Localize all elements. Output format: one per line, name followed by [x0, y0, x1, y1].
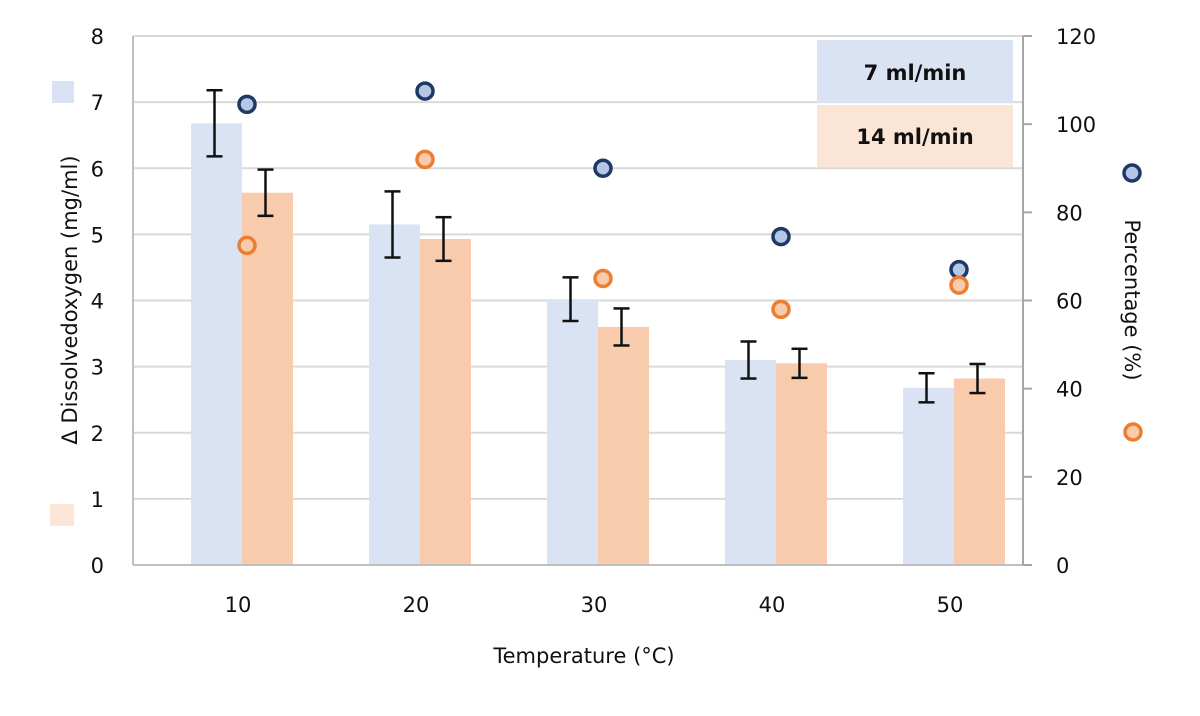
percentage-point	[415, 81, 435, 101]
percentage-point	[771, 299, 791, 320]
axes	[132, 35, 1032, 566]
y-tick-label: 8	[91, 25, 104, 49]
percentage-point	[237, 94, 257, 115]
y2-tick-label: 80	[1056, 201, 1083, 225]
percentage-points	[237, 81, 969, 320]
bar	[191, 123, 242, 565]
y-tick-label: 2	[91, 422, 104, 446]
legend: 7 ml/min 14 ml/min	[817, 40, 1013, 167]
percentage-point	[771, 226, 791, 247]
percentage-point	[415, 149, 435, 170]
x-tick-label: 30	[581, 593, 608, 617]
right-axis-ticks: 0 20 40 60 80 100 120	[1056, 25, 1096, 578]
legend-box-14	[817, 105, 1013, 167]
y-tick-label: 6	[91, 157, 104, 181]
y2-tick-label: 60	[1056, 290, 1083, 314]
y-tick-label: 0	[91, 554, 104, 578]
percentage-point	[237, 235, 257, 256]
x-tick-label: 50	[937, 593, 964, 617]
bar	[242, 192, 293, 565]
percentage-point	[949, 259, 969, 280]
y2-tick-label: 120	[1056, 25, 1096, 49]
left-axis-ticks: 0 1 2 3 4 5 6 7 8	[91, 25, 104, 578]
bar	[954, 378, 1005, 565]
y-tick-label: 4	[91, 290, 104, 314]
legend-label-14: 14 ml/min	[856, 125, 973, 149]
legend-label-7: 7 ml/min	[864, 61, 967, 85]
y2-tick-label: 40	[1056, 378, 1083, 402]
error-bars	[206, 88, 986, 404]
bar	[547, 299, 598, 565]
bar	[369, 224, 420, 566]
legend-box-7	[817, 40, 1013, 103]
y-tick-label: 7	[91, 91, 104, 115]
left-axis-legend-swatch-7	[52, 81, 74, 103]
percentage-point	[593, 268, 613, 289]
bar	[725, 360, 776, 565]
y2-tick-label: 100	[1056, 113, 1096, 137]
y-tick-label: 5	[91, 223, 104, 247]
y-tick-label: 3	[91, 356, 104, 380]
y-tick-label: 1	[91, 488, 104, 512]
x-tick-label: 20	[403, 593, 430, 617]
bar	[776, 363, 827, 565]
bars	[191, 123, 1005, 566]
y2-tick-label: 0	[1056, 554, 1069, 578]
right-axis-marker-14	[1123, 422, 1143, 442]
bar	[598, 326, 649, 565]
y-axis-title: Δ Dissolvedoxygen (mg/ml)	[58, 155, 82, 444]
percentage-point	[949, 275, 969, 295]
x-tick-label: 10	[225, 593, 252, 617]
x-axis-ticks: 10 20 30 40 50	[225, 593, 964, 617]
bar	[420, 239, 471, 565]
bar	[903, 387, 954, 565]
left-axis-legend-swatch-14	[50, 504, 74, 526]
y2-tick-label: 20	[1056, 466, 1083, 490]
percentage-point	[593, 158, 613, 178]
y2-axis-title: Percentage (%)	[1120, 219, 1144, 380]
right-axis-marker-7	[1122, 163, 1142, 183]
x-tick-label: 40	[759, 593, 786, 617]
x-axis-title: Temperature (°C)	[492, 644, 674, 668]
